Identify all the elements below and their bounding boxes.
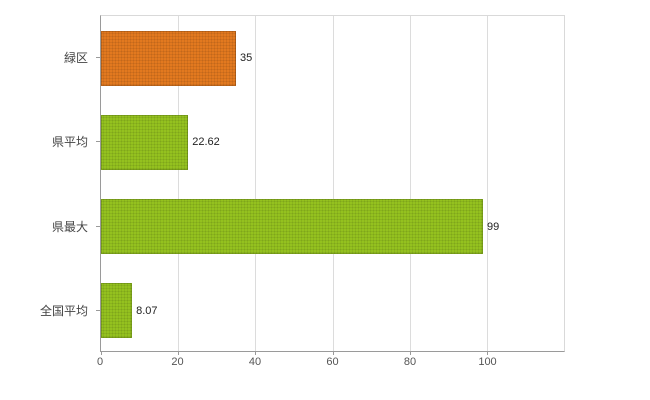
bar-value-label: 8.07 <box>136 304 158 317</box>
bar-row: 8.07 <box>101 269 564 353</box>
x-tick-mark <box>409 351 411 355</box>
category-label: 全国平均 <box>39 303 88 318</box>
x-tick-label: 20 <box>171 356 184 368</box>
x-tick-mark <box>332 351 334 355</box>
y-tick-mark <box>96 57 100 59</box>
x-tick-mark <box>101 351 102 355</box>
gridline <box>255 16 257 351</box>
x-axis: 0 20 40 60 80 100 <box>96 356 565 374</box>
gridline <box>486 16 488 351</box>
gridline <box>178 16 180 351</box>
bar-value-label: 99 <box>486 220 500 233</box>
category-label: 緑区 <box>63 51 88 66</box>
gridline <box>409 16 411 351</box>
bar-row: 35 <box>101 16 564 100</box>
y-tick-mark <box>96 225 100 227</box>
x-tick-label: 100 <box>478 356 497 368</box>
y-axis: 緑区県平均県最大全国平均 <box>0 15 96 352</box>
gridline <box>332 16 334 351</box>
plot-area: 35 22.62 99 8.07 <box>100 15 565 355</box>
bar-県平均 <box>101 114 189 170</box>
category-label: 県最大 <box>51 219 88 234</box>
y-tick-mark <box>96 141 100 143</box>
bar-緑区 <box>101 30 237 86</box>
bar-全国平均 <box>101 283 133 339</box>
x-tick-mark <box>486 351 488 355</box>
bar-県最大 <box>101 199 483 255</box>
bar-row: 99 <box>101 185 564 269</box>
x-tick-label: 40 <box>248 356 262 368</box>
x-tick-label: 60 <box>326 356 339 368</box>
x-tick-label: 0 <box>96 356 104 368</box>
category-label: 県平均 <box>51 135 88 150</box>
x-tick-label: 80 <box>403 356 417 368</box>
bar-row: 22.62 <box>101 100 564 184</box>
bar-value-label: 22.62 <box>192 136 220 149</box>
x-tick-mark <box>178 351 180 355</box>
y-tick-mark <box>96 309 100 311</box>
x-tick-mark <box>255 351 257 355</box>
bar-value-label: 35 <box>240 52 253 65</box>
